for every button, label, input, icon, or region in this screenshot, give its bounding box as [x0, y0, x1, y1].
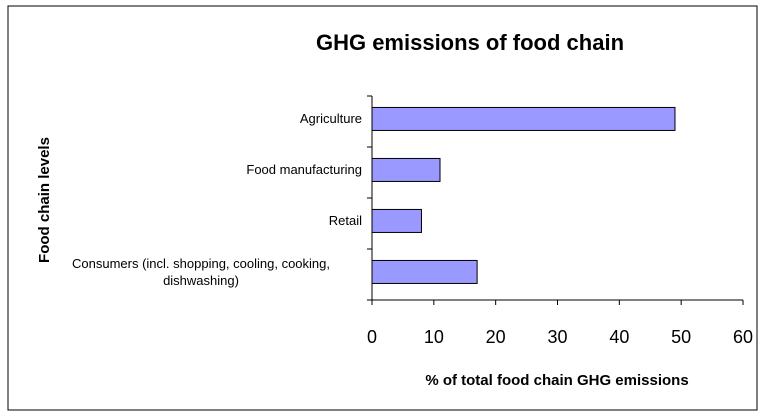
- y-tick-label-wrap: Agriculture: [40, 93, 362, 144]
- chart-frame: [7, 5, 758, 411]
- x-axis-label: % of total food chain GHG emissions: [425, 372, 688, 389]
- bar: [371, 259, 478, 284]
- bar: [371, 157, 441, 182]
- y-tick-label: Food manufacturing: [246, 162, 362, 178]
- y-tick-label-box: Consumers (incl. shopping, cooling, cook…: [40, 246, 362, 297]
- y-tick-label-box: Agriculture: [40, 93, 362, 144]
- y-tick-label-box: Food manufacturing: [40, 144, 362, 195]
- y-tick-label-wrap: Consumers (incl. shopping, cooling, cook…: [40, 246, 362, 297]
- x-tick-label: 0: [367, 327, 377, 347]
- y-tick-label: Retail: [328, 213, 362, 229]
- x-tick-label: 50: [671, 327, 691, 347]
- x-tick-label: 10: [424, 327, 444, 347]
- chart-title: GHG emissions of food chain: [316, 30, 624, 55]
- bar: [371, 208, 422, 233]
- y-tick-label-box: Retail: [40, 195, 362, 246]
- y-axis-label: Food chain levels: [36, 137, 53, 263]
- y-tick-label: Consumers (incl. shopping, cooling, cook…: [72, 255, 330, 288]
- x-tick-label: 20: [486, 327, 506, 347]
- y-tick-label-wrap: Food manufacturing: [40, 144, 362, 195]
- x-tick-label: 40: [609, 327, 629, 347]
- x-tick-label: 60: [733, 327, 753, 347]
- bar: [371, 106, 676, 131]
- y-tick-label: Agriculture: [299, 111, 362, 127]
- x-tick-label: 30: [547, 327, 567, 347]
- y-tick-label-wrap: Retail: [40, 195, 362, 246]
